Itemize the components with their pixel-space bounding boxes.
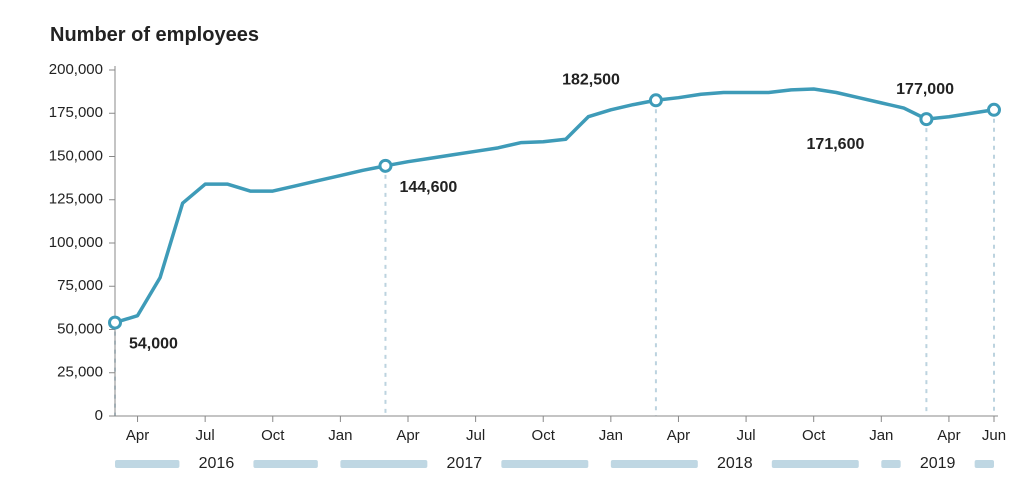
x-axis-tick-label: Apr (126, 427, 149, 444)
year-bar-label: 2018 (717, 455, 753, 472)
annotation-label: 171,600 (807, 136, 865, 153)
x-axis-tick-label: Jan (869, 427, 893, 444)
year-bar-label: 2016 (199, 455, 235, 472)
annotation-label: 144,600 (399, 179, 457, 196)
x-axis-tick-label: Apr (396, 427, 419, 444)
x-axis-tick-label: Jun (982, 427, 1006, 444)
annotation-label: 182,500 (562, 71, 620, 88)
year-bar-segment (772, 460, 859, 468)
y-axis-tick-label: 25,000 (57, 364, 103, 381)
y-axis-tick-label: 75,000 (57, 277, 103, 294)
year-bar-segment (881, 460, 900, 468)
x-axis-tick-label: Oct (532, 427, 556, 444)
y-axis-tick-label: 200,000 (49, 61, 103, 78)
y-axis-tick-label: 0 (95, 407, 103, 424)
x-axis-tick-label: Jul (466, 427, 485, 444)
y-axis-tick-label: 150,000 (49, 147, 103, 164)
annotation-label: 177,000 (896, 81, 954, 98)
x-axis-tick-label: Jul (196, 427, 215, 444)
chart-svg: 0 25,000 50,000 75,000 100,000 125,000 150,000… (0, 0, 1024, 501)
year-bar-segment (975, 460, 994, 468)
x-axis-tick-label: Oct (261, 427, 285, 444)
annotation-marker (650, 95, 661, 106)
year-bar-segment (340, 460, 427, 468)
annotation-marker (380, 160, 391, 171)
x-axis-tick-label: Jan (328, 427, 352, 444)
y-axis-tick-label: 125,000 (49, 191, 103, 208)
year-bar-segment (115, 460, 179, 468)
annotation-label: 54,000 (129, 336, 178, 353)
y-axis-tick-label: 50,000 (57, 320, 103, 337)
x-axis-tick-label: Apr (667, 427, 690, 444)
y-axis-tick-label: 100,000 (49, 234, 103, 251)
x-axis-tick-label: Apr (937, 427, 960, 444)
x-axis-tick-label: Jul (736, 427, 755, 444)
annotation-marker (921, 114, 932, 125)
x-axis-tick-label: Jan (599, 427, 623, 444)
y-axis-tick-label: 175,000 (49, 104, 103, 121)
annotation-marker (110, 317, 121, 328)
employees-line-chart: Number of employees 0 25,000 50,000 75,000 1… (0, 0, 1024, 501)
chart-title: Number of employees (50, 24, 259, 47)
year-bar-label: 2017 (447, 455, 483, 472)
year-bar-label: 2019 (920, 455, 956, 472)
year-bar-segment (501, 460, 588, 468)
x-axis-tick-label: Oct (802, 427, 826, 444)
chart-background (0, 0, 1024, 501)
annotation-marker (989, 104, 1000, 115)
year-bar-segment (611, 460, 698, 468)
year-bar-segment (253, 460, 317, 468)
